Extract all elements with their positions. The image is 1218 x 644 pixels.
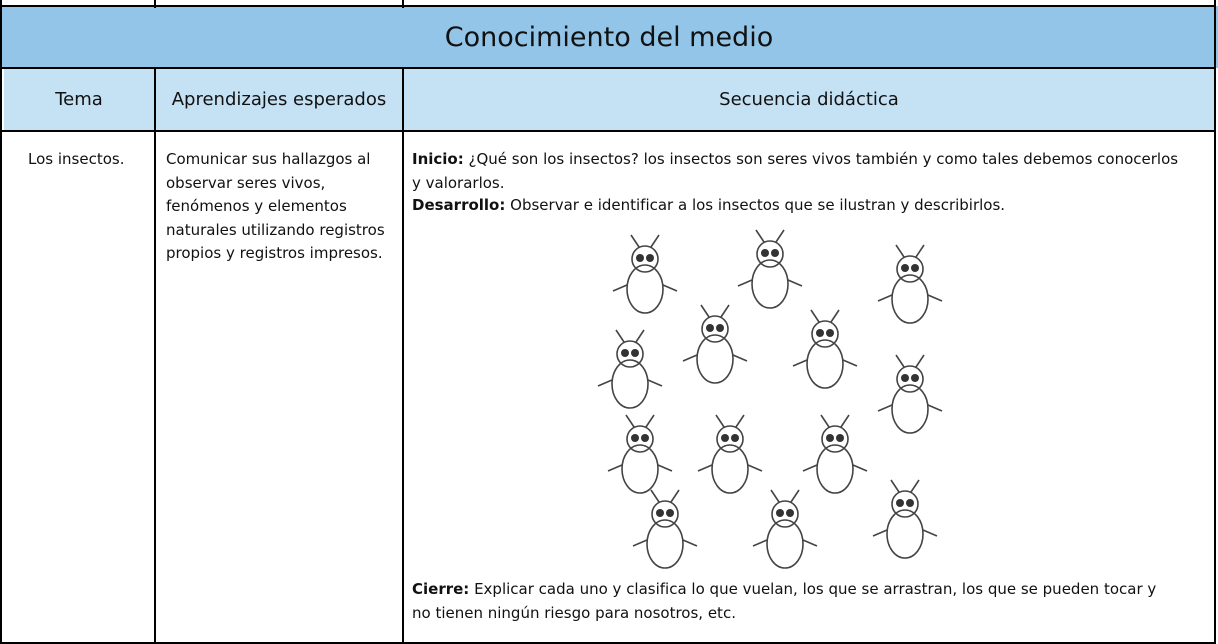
header-cell: Secuencia didáctica bbox=[404, 68, 1214, 131]
border bbox=[0, 642, 1216, 644]
border bbox=[154, 68, 156, 644]
cierre: Cierre: Explicar cada uno y clasifica lo… bbox=[412, 578, 1172, 625]
label: Desarrollo: bbox=[412, 196, 506, 214]
text: Observar e identificar a los insectos qu… bbox=[510, 196, 1006, 214]
border bbox=[0, 5, 1216, 7]
border bbox=[0, 67, 1216, 69]
text: ¿Qué son los insectos? los insectos son … bbox=[412, 150, 1179, 192]
header-cell: Aprendizajes esperados bbox=[156, 68, 402, 131]
tema-cell: Los insectos. bbox=[28, 150, 125, 168]
text: Explicar cada uno y clasifica lo que vue… bbox=[412, 580, 1157, 622]
insects-illustration bbox=[597, 229, 943, 569]
inicio: Inicio: ¿Qué son los insectos? los insec… bbox=[412, 148, 1182, 195]
border bbox=[0, 0, 2, 644]
header-cell: Tema bbox=[4, 68, 154, 131]
label: Inicio: bbox=[412, 150, 464, 168]
border bbox=[402, 68, 404, 644]
border bbox=[154, 0, 156, 8]
border bbox=[402, 0, 404, 8]
label: Cierre: bbox=[412, 580, 470, 598]
border bbox=[0, 130, 1216, 132]
desarrollo: Desarrollo: Observar e identificar a los… bbox=[412, 194, 1182, 218]
table-title: Conocimiento del medio bbox=[0, 6, 1218, 68]
border bbox=[1214, 0, 1216, 644]
aprendizajes-cell: Comunicar sus hallazgos al observar sere… bbox=[166, 150, 385, 262]
